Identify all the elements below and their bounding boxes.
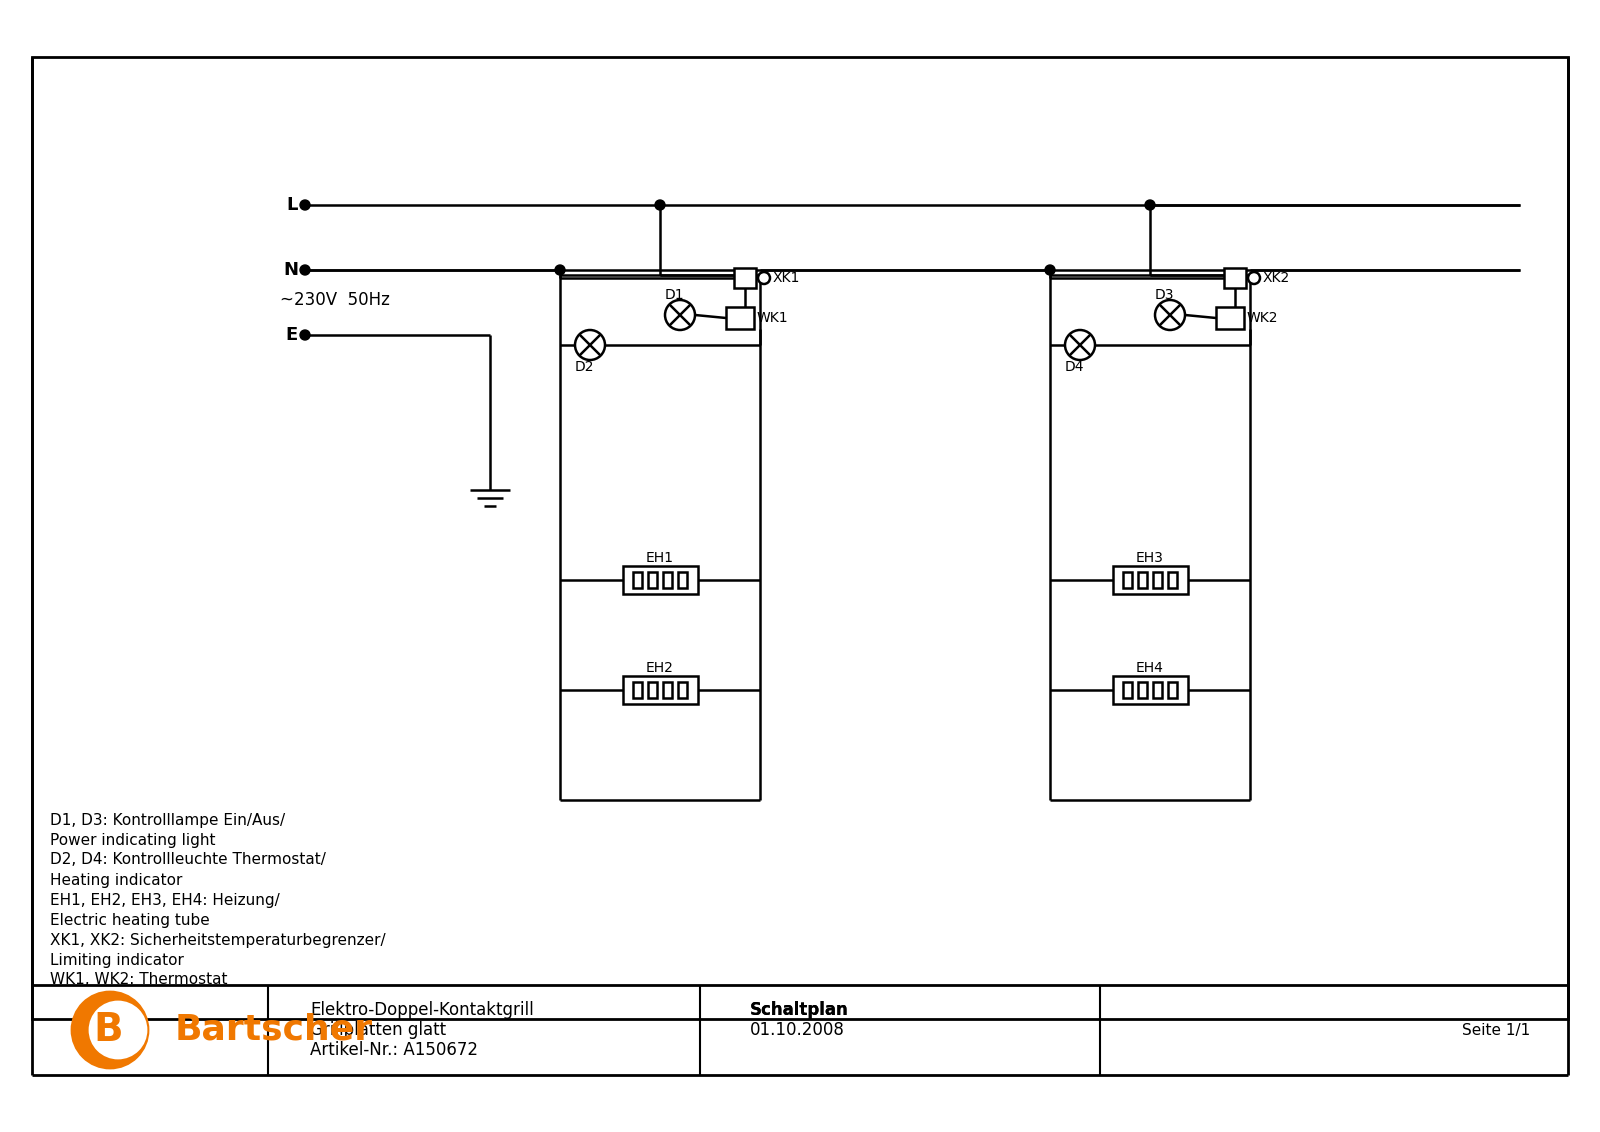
Text: L: L (286, 196, 298, 214)
Circle shape (758, 272, 770, 284)
Text: Schaltplan: Schaltplan (750, 1001, 848, 1019)
Text: D4: D4 (1066, 360, 1085, 374)
Bar (664, 573, 672, 588)
Text: Limiting indicator: Limiting indicator (50, 952, 184, 968)
Text: Electric heating tube: Electric heating tube (50, 912, 210, 927)
Bar (622, 566, 698, 594)
Bar (1123, 683, 1131, 697)
Circle shape (72, 992, 147, 1067)
Circle shape (1066, 331, 1094, 360)
Bar (1123, 573, 1131, 588)
Text: Schaltplan: Schaltplan (750, 1001, 848, 1019)
Text: XK2: XK2 (1262, 271, 1290, 285)
Text: WK1: WK1 (757, 311, 789, 325)
Bar (1112, 676, 1187, 704)
Text: EH4: EH4 (1136, 661, 1163, 675)
Text: D1, D3: Kontrolllampe Ein/Aus/: D1, D3: Kontrolllampe Ein/Aus/ (50, 813, 285, 827)
Circle shape (301, 265, 310, 275)
Bar (1224, 268, 1246, 288)
Bar (622, 676, 698, 704)
Circle shape (555, 265, 565, 275)
Bar (1216, 307, 1245, 329)
Text: WK1, WK2: Thermostat: WK1, WK2: Thermostat (50, 972, 227, 987)
Text: D3: D3 (1155, 288, 1174, 302)
Bar (726, 307, 754, 329)
Text: E: E (286, 326, 298, 344)
Text: XK1, XK2: Sicherheitstemperaturbegrenzer/: XK1, XK2: Sicherheitstemperaturbegrenzer… (50, 933, 386, 947)
Text: Bartscher: Bartscher (174, 1013, 373, 1047)
Text: EH3: EH3 (1136, 551, 1163, 565)
Bar (1168, 573, 1176, 588)
Bar (678, 683, 686, 697)
Circle shape (90, 1002, 146, 1058)
Text: N: N (283, 261, 298, 278)
Text: D1: D1 (666, 288, 685, 302)
Circle shape (654, 200, 666, 211)
Text: Seite 1/1: Seite 1/1 (1462, 1022, 1530, 1038)
Bar (32, 57, 1568, 1019)
Bar (1168, 683, 1176, 697)
Bar (664, 683, 672, 697)
Bar (648, 683, 656, 697)
Bar (1138, 573, 1147, 588)
Circle shape (1248, 272, 1261, 284)
Circle shape (666, 300, 694, 331)
Text: EH1, EH2, EH3, EH4: Heizung/: EH1, EH2, EH3, EH4: Heizung/ (50, 892, 280, 908)
Text: 01.10.2008: 01.10.2008 (750, 1021, 845, 1039)
Text: B: B (93, 1011, 123, 1049)
Text: EH2: EH2 (646, 661, 674, 675)
Text: WK2: WK2 (1246, 311, 1278, 325)
Bar (1154, 573, 1162, 588)
Text: D2: D2 (574, 360, 595, 374)
Bar (678, 573, 686, 588)
Circle shape (1045, 265, 1054, 275)
Bar (1154, 683, 1162, 697)
Text: EH1: EH1 (646, 551, 674, 565)
Text: XK1: XK1 (773, 271, 800, 285)
Text: Heating indicator: Heating indicator (50, 873, 182, 887)
Text: Artikel-Nr.: A150672: Artikel-Nr.: A150672 (310, 1041, 478, 1060)
Bar (648, 573, 656, 588)
Text: Elektro-Doppel-Kontaktgrill: Elektro-Doppel-Kontaktgrill (310, 1001, 534, 1019)
Circle shape (574, 331, 605, 360)
Text: Power indicating light: Power indicating light (50, 832, 216, 848)
Text: D2, D4: Kontrollleuchte Thermostat/: D2, D4: Kontrollleuchte Thermostat/ (50, 852, 326, 867)
Circle shape (1155, 300, 1186, 331)
Bar (634, 683, 642, 697)
Text: ~230V  50Hz: ~230V 50Hz (280, 291, 390, 309)
Bar (734, 268, 757, 288)
Circle shape (1146, 200, 1155, 211)
Circle shape (301, 331, 310, 340)
Bar (1138, 683, 1147, 697)
Bar (1112, 566, 1187, 594)
Text: Grillplatten glatt: Grillplatten glatt (310, 1021, 446, 1039)
Circle shape (301, 200, 310, 211)
Bar (634, 573, 642, 588)
